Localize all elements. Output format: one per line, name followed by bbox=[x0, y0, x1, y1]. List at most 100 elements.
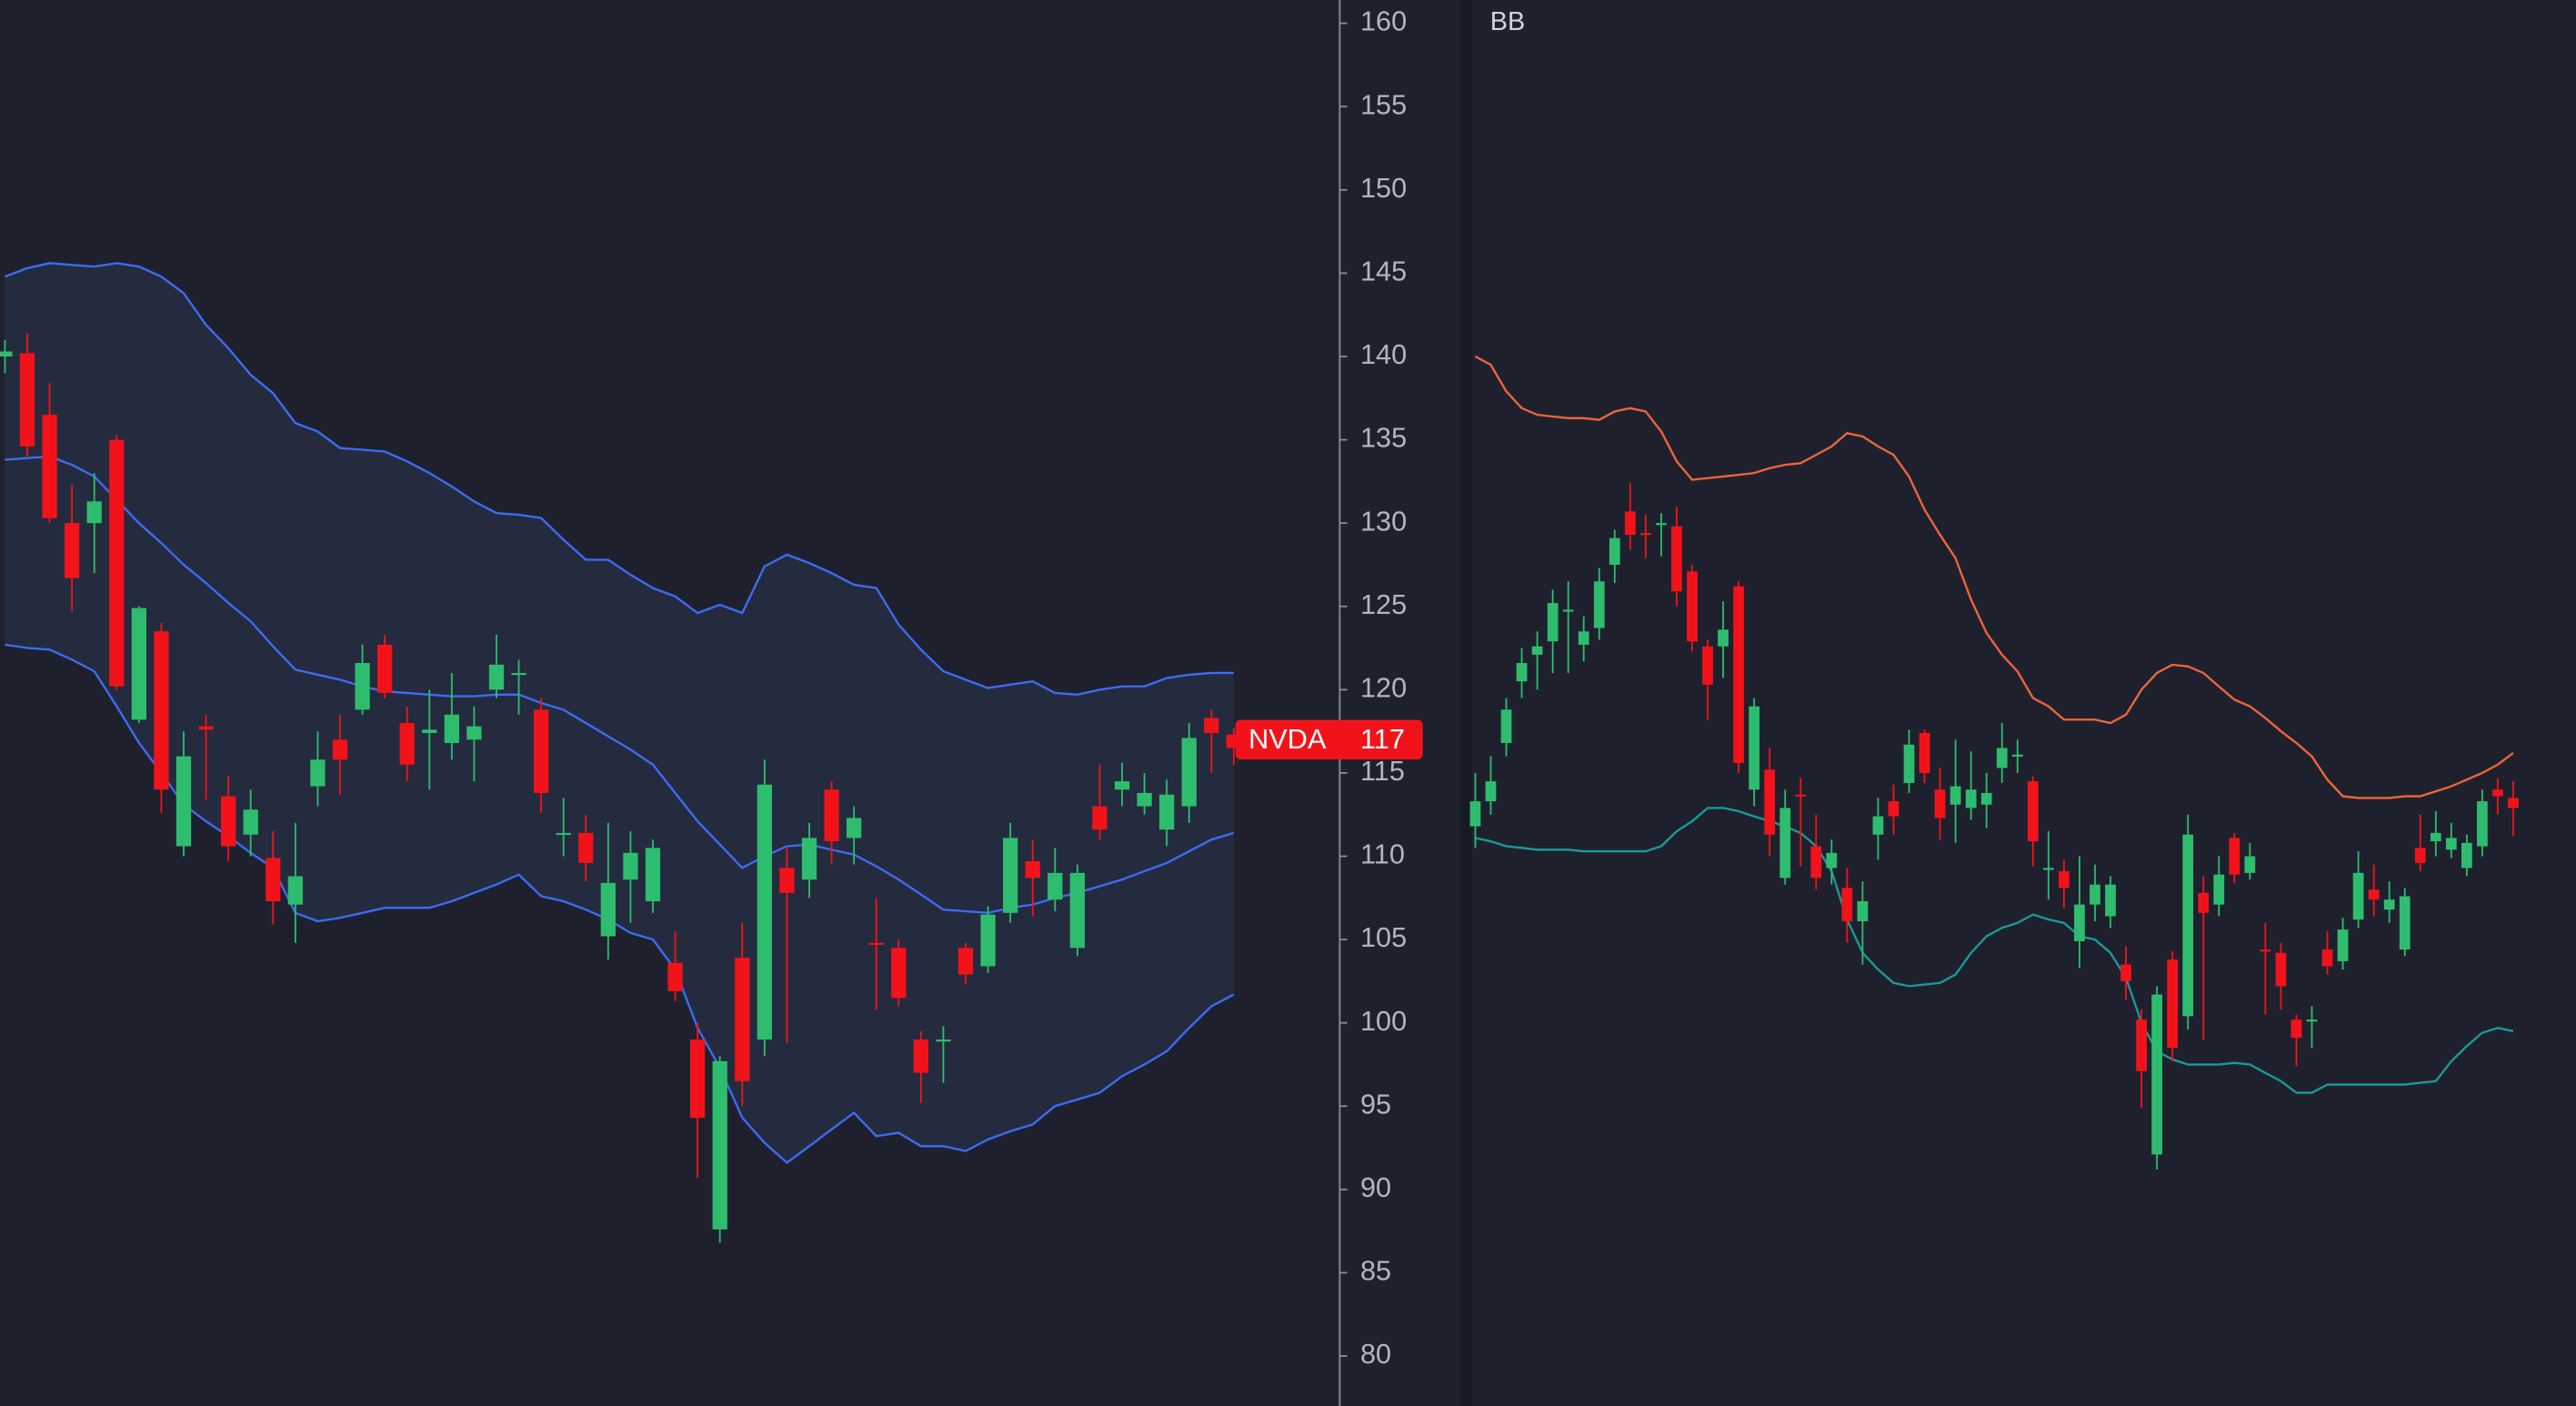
candle-body bbox=[1485, 781, 1497, 802]
y-tick-label: 110 bbox=[1360, 839, 1405, 870]
candle-body bbox=[2290, 1019, 2302, 1039]
band-lower bbox=[5, 643, 1235, 1165]
candle-body bbox=[2414, 848, 2426, 863]
candle-body bbox=[779, 868, 795, 893]
last-price-tag bbox=[1235, 719, 1423, 759]
band-middle bbox=[5, 455, 1235, 915]
candle-body bbox=[1718, 629, 1729, 647]
candle-body bbox=[980, 914, 996, 967]
candle-body bbox=[2352, 872, 2364, 920]
candle-body bbox=[19, 353, 35, 447]
candle-body bbox=[1950, 786, 1961, 805]
indicator-title: BB bbox=[1490, 7, 1526, 36]
panel-divider bbox=[1460, 0, 1472, 1406]
candle-body bbox=[2477, 801, 2488, 847]
candle-body bbox=[1047, 872, 1063, 900]
candle-body bbox=[936, 1039, 951, 1042]
y-tick-label: 80 bbox=[1360, 1338, 1391, 1370]
candle-body bbox=[1795, 794, 1807, 797]
candle-body bbox=[1003, 838, 1018, 913]
candle-body bbox=[847, 818, 862, 839]
candle-body bbox=[1779, 808, 1791, 879]
candle-body bbox=[221, 796, 236, 847]
candle-body bbox=[1531, 646, 1543, 655]
candle-body bbox=[2151, 994, 2163, 1155]
candle-body bbox=[2430, 832, 2441, 842]
candle-body bbox=[1841, 888, 1853, 921]
candle-body bbox=[1562, 609, 1574, 612]
candle-body bbox=[2136, 1019, 2147, 1071]
candle-body bbox=[2508, 798, 2519, 808]
candle-body bbox=[1092, 806, 1108, 830]
candle-body bbox=[757, 784, 772, 1040]
band-lower bbox=[1475, 807, 2514, 1094]
candle-body bbox=[1965, 789, 1977, 808]
candle-body bbox=[2383, 899, 2395, 910]
candle-body bbox=[2011, 754, 2023, 757]
candle-body bbox=[1640, 533, 1651, 536]
candle-body bbox=[824, 789, 839, 842]
candle-body bbox=[1826, 852, 1838, 869]
candle-body bbox=[1903, 744, 1915, 783]
candle-body bbox=[2275, 952, 2287, 987]
candle-body bbox=[466, 726, 482, 740]
candle-body bbox=[1980, 792, 1992, 805]
candle-body bbox=[1593, 581, 1605, 628]
y-tick-label: 100 bbox=[1360, 1005, 1407, 1037]
y-tick-label: 145 bbox=[1360, 256, 1407, 287]
candle-body bbox=[578, 832, 594, 863]
y-tick-label: 105 bbox=[1360, 921, 1407, 953]
candle-body bbox=[1656, 523, 1667, 526]
candle-body bbox=[1764, 769, 1776, 835]
candle-body bbox=[422, 729, 437, 733]
candle-body bbox=[2445, 838, 2457, 850]
candle-body bbox=[42, 415, 57, 518]
candle-body bbox=[957, 948, 974, 975]
candle-body bbox=[1857, 900, 1869, 921]
candle-body bbox=[444, 714, 459, 743]
candle-body bbox=[667, 962, 683, 991]
candle-body bbox=[2198, 892, 2210, 913]
candle-body bbox=[2027, 781, 2039, 842]
candle-body bbox=[2090, 884, 2100, 905]
candle-body bbox=[332, 739, 348, 760]
candle-body bbox=[1159, 794, 1175, 830]
candle-body bbox=[198, 726, 214, 730]
candle-body bbox=[2260, 949, 2271, 952]
candle-body bbox=[1671, 526, 1682, 592]
y-tick-label: 125 bbox=[1360, 588, 1407, 620]
candle-body bbox=[2229, 838, 2240, 875]
candle-body bbox=[2182, 834, 2194, 1017]
candle-body bbox=[1204, 718, 1219, 733]
candle-body bbox=[868, 942, 884, 945]
candle-body bbox=[1500, 709, 1512, 743]
candle-body bbox=[1996, 748, 2008, 768]
last-price-value: 117 bbox=[1360, 723, 1405, 755]
candle-body bbox=[2042, 868, 2054, 870]
last-price-symbol: NVDA bbox=[1248, 723, 1327, 755]
candle-body bbox=[1810, 846, 1822, 879]
y-tick-label: 160 bbox=[1360, 5, 1407, 37]
candle-body bbox=[2074, 904, 2085, 941]
candle-body bbox=[2213, 874, 2225, 905]
candle-body bbox=[377, 644, 393, 694]
candle-body bbox=[1069, 872, 1086, 949]
candle-body bbox=[2244, 856, 2256, 873]
candle-body bbox=[2167, 959, 2179, 1049]
candle-body bbox=[1137, 792, 1152, 807]
candle-body bbox=[1025, 861, 1040, 879]
candle-body bbox=[690, 1039, 706, 1119]
candle-body bbox=[1702, 646, 1713, 685]
candle-body bbox=[1733, 586, 1744, 763]
candle-body bbox=[2105, 884, 2116, 917]
candle-body bbox=[488, 664, 505, 690]
band-fill bbox=[5, 263, 1234, 1163]
candle-body bbox=[399, 722, 415, 765]
candle-body bbox=[131, 608, 146, 720]
candle-body bbox=[86, 501, 102, 524]
candle-body bbox=[556, 832, 571, 836]
candle-body bbox=[266, 858, 281, 901]
candle-body bbox=[1181, 738, 1197, 807]
